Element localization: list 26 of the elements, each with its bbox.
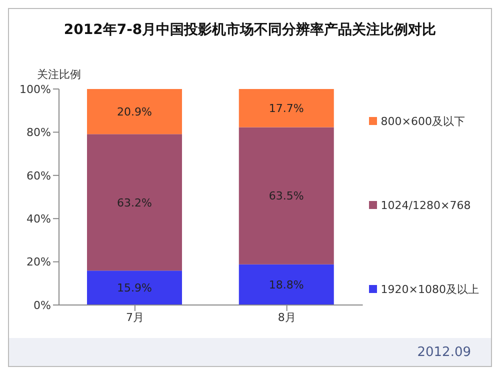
bar (87, 89, 182, 134)
y-tick-label: 40% (26, 212, 51, 226)
data-label: 63.5% (268, 190, 304, 203)
bar (238, 127, 334, 264)
y-tick-label: 20% (26, 256, 51, 269)
data-label: 63.2% (117, 196, 152, 210)
y-tick-label: 80% (26, 126, 51, 140)
legend-label: 1024/1280×768 (380, 198, 471, 212)
y-axis-title: 关注比例 (37, 67, 81, 82)
text: 2012.09 (417, 345, 471, 360)
legend-label: 1920×1080及以上 (380, 282, 479, 296)
chart-title: 2012年7-8月中国投影机市场不同分辨率产品关注比例对比 (62, 21, 438, 39)
data-label: 20.9% (117, 105, 152, 118)
bar (87, 270, 182, 305)
data-label: 15.9% (117, 282, 152, 295)
y-tick-label: 60% (26, 169, 51, 182)
bar (238, 264, 334, 305)
legend-label: 800×600及以下 (380, 114, 465, 128)
y-tick-label: 100% (20, 82, 51, 96)
bar (238, 89, 334, 128)
x-tick-label: 8月 (278, 310, 296, 324)
data-label: 17.7% (268, 102, 304, 116)
bar (87, 134, 182, 271)
x-tick-label: 7月 (126, 310, 144, 324)
y-tick-label: 0% (34, 298, 51, 312)
data-label: 18.8% (268, 278, 304, 292)
